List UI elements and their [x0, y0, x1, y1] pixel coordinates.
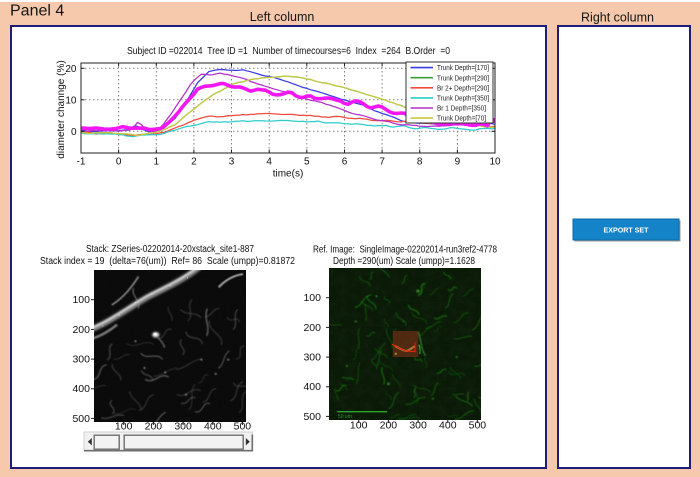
svg-text:Depth =290(um) Scale (umpp)=1.: Depth =290(um) Scale (umpp)=1.1628 — [333, 256, 475, 267]
svg-text:500: 500 — [303, 411, 321, 423]
svg-text:Stack: ZSeries-02202014-20xsta: Stack: ZSeries-02202014-20xstack_site1-8… — [86, 244, 254, 255]
svg-text:4: 4 — [266, 157, 272, 168]
svg-text:Subject ID =022014 Tree ID =1: Subject ID =022014 Tree ID =1 Number of … — [127, 46, 450, 57]
svg-text:0: 0 — [116, 157, 122, 168]
svg-text:300: 300 — [72, 354, 90, 366]
svg-text:200: 200 — [380, 420, 398, 432]
svg-text:Panel 4: Panel 4 — [10, 3, 64, 20]
svg-text:200: 200 — [145, 421, 163, 433]
svg-text:Trunk Depth=[170]: Trunk Depth=[170] — [437, 63, 489, 72]
svg-text:2: 2 — [191, 157, 197, 168]
svg-text:time(s): time(s) — [273, 169, 304, 180]
svg-text:500: 500 — [72, 413, 90, 425]
svg-text:Stack index = 19 (delta=76(um: Stack index = 19 (delta=76(um)) Ref= 86 … — [40, 256, 295, 267]
svg-text:8: 8 — [417, 157, 423, 168]
svg-text:Br 2+ Depth=[290]: Br 2+ Depth=[290] — [437, 83, 489, 92]
svg-text:100: 100 — [350, 420, 368, 432]
svg-text:EXPORT SET: EXPORT SET — [604, 226, 649, 235]
svg-text:200: 200 — [303, 322, 321, 334]
svg-text:400: 400 — [204, 421, 222, 433]
svg-text:400: 400 — [72, 383, 90, 395]
svg-text:400: 400 — [303, 381, 321, 393]
svg-text:5: 5 — [304, 157, 310, 168]
svg-text:100: 100 — [303, 292, 321, 304]
svg-text:100: 100 — [115, 421, 133, 433]
svg-text:400: 400 — [439, 420, 457, 432]
svg-text:300: 300 — [303, 352, 321, 364]
svg-text:100: 100 — [72, 294, 90, 306]
svg-text:10: 10 — [65, 95, 77, 106]
svg-text:10: 10 — [489, 157, 501, 168]
svg-text:500: 500 — [234, 421, 252, 433]
svg-text:6: 6 — [342, 157, 348, 168]
svg-text:9: 9 — [455, 157, 461, 168]
svg-text:Trunk Depth=[70]: Trunk Depth=[70] — [437, 114, 486, 123]
svg-text:0: 0 — [71, 127, 77, 138]
svg-text:300: 300 — [409, 420, 427, 432]
svg-text:50 um: 50 um — [338, 414, 352, 420]
svg-text:Trunk Depth=[350]: Trunk Depth=[350] — [437, 94, 489, 103]
svg-text:Ref. Image: SingleImage-02202: Ref. Image: SingleImage-02202014-run3ref… — [313, 245, 497, 256]
svg-text:Br 1 Depth=[350]: Br 1 Depth=[350] — [437, 104, 486, 113]
svg-text:20: 20 — [65, 64, 77, 75]
svg-text:Left column: Left column — [250, 10, 315, 24]
svg-text:200: 200 — [72, 324, 90, 336]
svg-text:-1: -1 — [77, 157, 86, 168]
svg-text:diameter channge (%): diameter channge (%) — [56, 60, 67, 158]
svg-text:300: 300 — [174, 421, 192, 433]
svg-text:1: 1 — [154, 157, 160, 168]
svg-text:7: 7 — [379, 157, 385, 168]
svg-text:500: 500 — [469, 420, 487, 432]
svg-text:Trunk Depth=[290]: Trunk Depth=[290] — [437, 73, 489, 82]
svg-text:3: 3 — [229, 157, 235, 168]
svg-text:Right column: Right column — [581, 11, 654, 25]
